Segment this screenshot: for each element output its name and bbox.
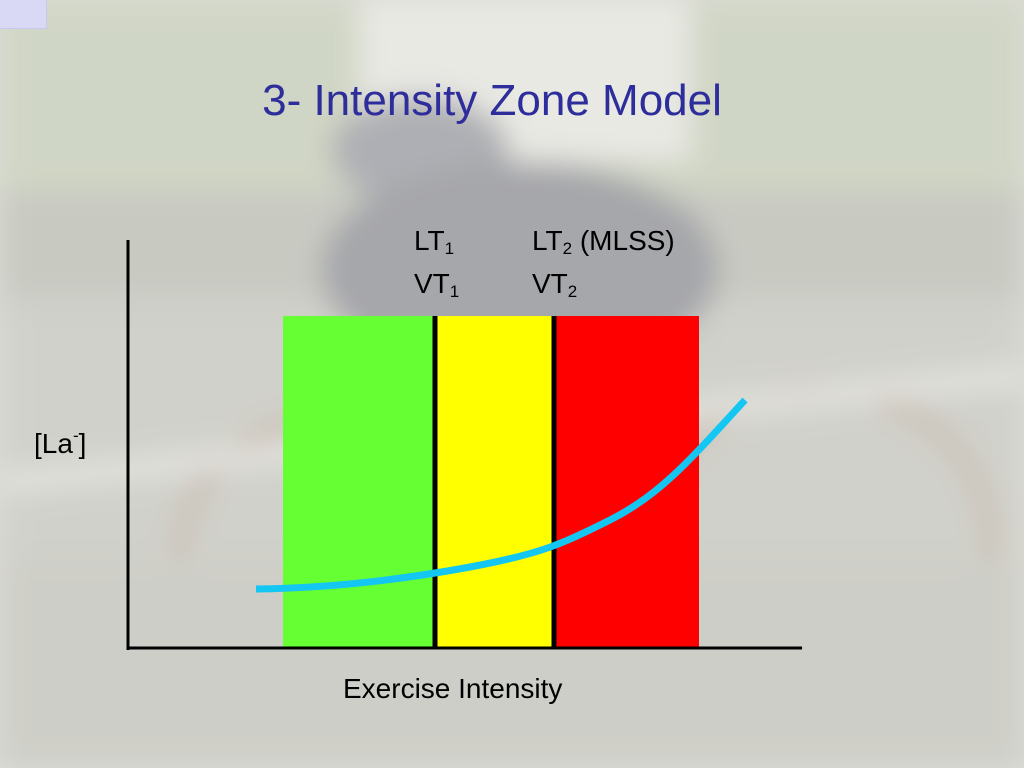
x-axis-label: Exercise Intensity: [343, 673, 563, 704]
threshold-1-vt-label: VT1: [414, 268, 460, 301]
lactate-curve: [255, 397, 748, 593]
threshold-2-lt-label: LT2 (MLSS): [532, 225, 675, 258]
corner-marker: [0, 0, 47, 29]
threshold-2-vt-label: VT2: [532, 268, 578, 301]
threshold-1-lt-label: LT1: [414, 225, 455, 258]
zone-2-yellow: [435, 316, 554, 648]
zone-3-red: [554, 316, 699, 648]
slide-title: 3- Intensity Zone Model: [262, 76, 722, 125]
zone-1-green: [283, 316, 435, 648]
y-axis-label: [La-]: [34, 426, 87, 459]
